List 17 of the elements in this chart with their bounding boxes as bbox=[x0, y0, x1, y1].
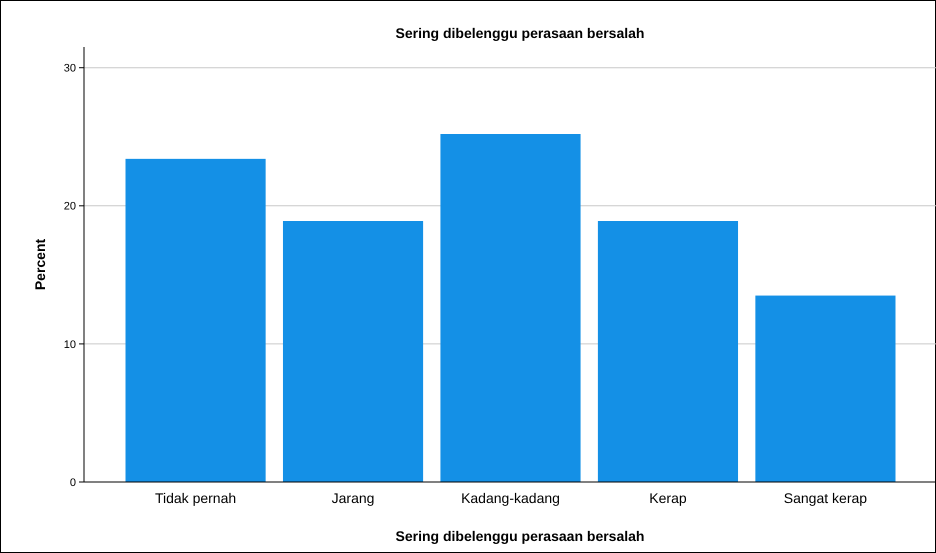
x-tick-label: Tidak pernah bbox=[154, 490, 236, 506]
x-tick-label: Sangat kerap bbox=[784, 490, 868, 506]
bar bbox=[755, 296, 896, 482]
x-tick-label: Kerap bbox=[649, 490, 687, 506]
bar bbox=[598, 221, 738, 482]
y-tick-label: 10 bbox=[64, 338, 76, 351]
y-axis-title: Percent bbox=[32, 238, 48, 290]
y-tick-label: 20 bbox=[64, 200, 76, 213]
x-tick-label: Jarang bbox=[332, 490, 374, 506]
x-axis-title: Sering dibelenggu perasaan bersalah bbox=[396, 528, 644, 544]
chart-title: Sering dibelenggu perasaan bersalah bbox=[396, 25, 644, 41]
bar bbox=[126, 158, 266, 482]
bar bbox=[282, 221, 424, 482]
x-tick-label: Kadang-kadang bbox=[461, 490, 560, 506]
y-tick-label: 0 bbox=[70, 476, 76, 489]
y-tick-label: 30 bbox=[64, 62, 76, 75]
bar bbox=[440, 134, 581, 482]
